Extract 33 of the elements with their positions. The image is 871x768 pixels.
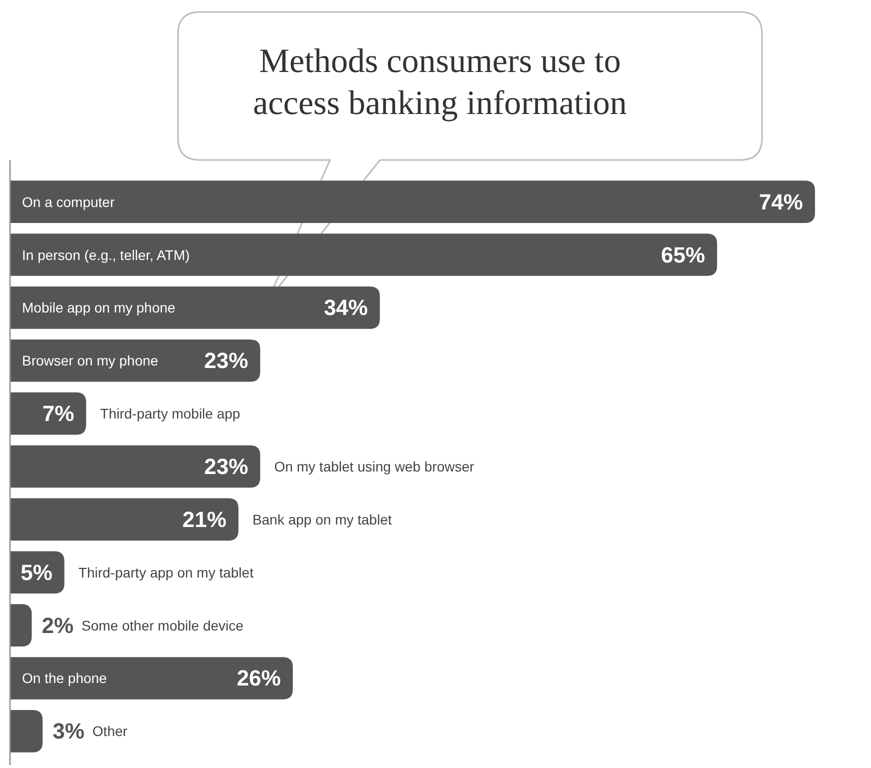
- y-tick-label: Browser on my phone: [22, 352, 158, 369]
- data-label: 74%: [758, 189, 803, 214]
- y-tick-label: On the phone: [22, 670, 108, 686]
- data-label: 23%: [204, 454, 248, 479]
- bar: [10, 657, 293, 700]
- bar: [10, 180, 815, 223]
- chart-title: Methods consumers use to access banking information: [253, 43, 627, 122]
- data-label: 65%: [661, 242, 706, 268]
- y-tick-label: Bank app on my tablet: [252, 511, 392, 528]
- data-label: 7%: [42, 401, 74, 426]
- data-label: 26%: [236, 666, 281, 691]
- y-tick-label: Third-party mobile app: [100, 406, 240, 422]
- y-tick-label: In person (e.g., teller, ATM): [22, 246, 190, 263]
- bar: [10, 498, 238, 541]
- bar: [10, 710, 43, 752]
- y-tick-label: Third-party app on my tablet: [78, 564, 254, 580]
- bar: [10, 445, 260, 488]
- y-tick-label: Other: [92, 723, 128, 740]
- data-label: 3%: [52, 718, 84, 744]
- data-label: 23%: [204, 348, 248, 374]
- y-tick-label: Mobile app on my phone: [22, 300, 176, 316]
- bar: [10, 234, 718, 276]
- bar: [10, 286, 380, 329]
- data-label: 34%: [324, 295, 368, 320]
- bar: [10, 604, 32, 646]
- data-label: 21%: [182, 506, 226, 532]
- y-tick-label: Some other mobile device: [82, 617, 244, 634]
- bar: [10, 339, 260, 382]
- y-tick-label: On my tablet using web browser: [274, 458, 475, 474]
- y-tick-label: On a computer: [22, 194, 115, 210]
- bar: [10, 392, 86, 435]
- data-label: 2%: [42, 612, 74, 638]
- data-label: 5%: [20, 560, 52, 585]
